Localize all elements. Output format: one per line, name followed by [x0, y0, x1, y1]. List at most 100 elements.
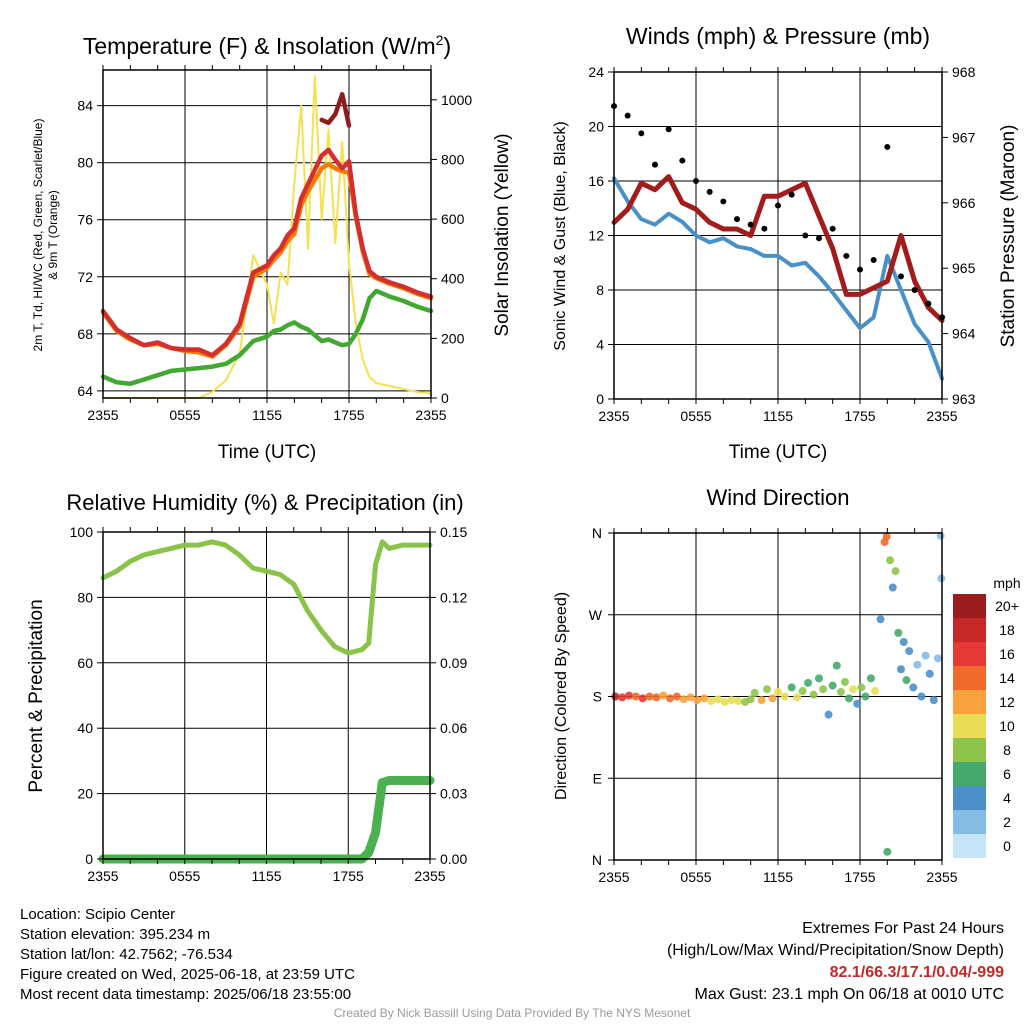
- x-tick-label: 2355: [87, 868, 118, 884]
- direction-point: [746, 695, 755, 704]
- y-tick-label-right: 0: [441, 390, 449, 406]
- direction-point: [638, 694, 647, 703]
- x-tick-label: 1755: [844, 408, 875, 424]
- direction-point: [727, 696, 736, 705]
- credit-line: Created By Nick Bassill Using Data Provi…: [333, 1006, 691, 1020]
- direction-point: [666, 694, 675, 703]
- y-tick-label-right: 200: [441, 330, 465, 346]
- x-tick-label: 0555: [680, 869, 711, 885]
- wind-direction-panel: Wind Direction Direction (Colored By Spe…: [553, 485, 1021, 885]
- x-tick-label: 2355: [926, 869, 957, 885]
- x-tick-label: 2355: [87, 407, 118, 423]
- y-tick-label-left: 60: [77, 655, 93, 671]
- gust-point: [720, 198, 727, 205]
- legend-label: 8: [1003, 742, 1011, 758]
- direction-point: [845, 694, 854, 703]
- direction-point: [899, 638, 908, 646]
- direction-point: [734, 697, 743, 706]
- legend-swatch: [953, 594, 986, 618]
- y-tick-label-right: 963: [952, 391, 976, 407]
- x-tick-label: 2355: [598, 869, 629, 885]
- direction-point: [836, 687, 845, 696]
- direction-point: [861, 692, 870, 701]
- y-tick-label-right: 968: [952, 64, 976, 80]
- y-tick-label-right: 0.12: [440, 589, 467, 605]
- extremes-info: Extremes For Past 24 Hours (High/Low/Max…: [667, 918, 1004, 1006]
- direction-point: [757, 696, 766, 705]
- direction-point: [763, 685, 772, 694]
- y-tick-label-right: 800: [441, 151, 465, 167]
- legend-label: 20+: [995, 598, 1019, 614]
- gust-point: [898, 273, 904, 280]
- legend-swatch: [953, 666, 986, 690]
- gust-point: [638, 130, 645, 137]
- direction-point: [866, 674, 875, 683]
- direction-point: [686, 693, 695, 702]
- y-tick-label-left: 4: [596, 337, 604, 353]
- legend-swatch: [953, 714, 986, 738]
- temperature-title: Temperature (F) & Insolation (W/m2): [83, 32, 451, 59]
- direction-point: [894, 628, 903, 637]
- y-tick-label-left: 80: [77, 589, 93, 605]
- direction-point: [693, 696, 702, 705]
- y-tick-label-right: 966: [952, 195, 976, 211]
- x-tick-label: 2355: [926, 408, 957, 424]
- temperature-series: [100, 75, 434, 399]
- wind-direction-ylabel: Direction (Colored By Speed): [553, 592, 570, 800]
- gust-point: [706, 188, 713, 195]
- x-tick-label: 0555: [169, 868, 200, 884]
- direction-point: [768, 694, 777, 703]
- direction-point: [672, 692, 681, 701]
- direction-point: [853, 699, 862, 708]
- temperature-ylabel-right: Solar Insolation (Yellow): [492, 133, 513, 336]
- gust-point: [761, 225, 768, 232]
- winds-ylabel-right: Station Pressure (Maroon): [998, 125, 1019, 348]
- y-tick-label-left: 24: [588, 64, 604, 80]
- direction-point: [888, 583, 897, 592]
- x-tick-label: 1755: [333, 407, 364, 423]
- y-tick-label-right: 0.00: [440, 851, 467, 867]
- winds-xlabel: Time (UTC): [729, 442, 828, 463]
- humidity-title: Relative Humidity (%) & Precipitation (i…: [66, 490, 463, 515]
- gust-point: [925, 300, 932, 307]
- humidity-grid: [103, 532, 430, 859]
- direction-point: [804, 678, 813, 687]
- direction-point: [933, 654, 942, 663]
- direction-point: [921, 651, 930, 660]
- y-tick-label-left: 16: [588, 173, 604, 189]
- gust-point: [816, 235, 822, 242]
- x-tick-label: 0555: [680, 408, 711, 424]
- y-tick-label-left: N: [592, 852, 602, 868]
- direction-point: [774, 687, 782, 696]
- humidity-ylabel-left: Percent & Precipitation: [26, 599, 47, 792]
- y-tick-label-right: 0.09: [440, 655, 467, 671]
- y-tick-label-left: E: [593, 770, 602, 786]
- legend-label: 18: [999, 622, 1015, 638]
- y-tick-label-left: 12: [588, 228, 604, 244]
- series-line-scarlet: [319, 91, 352, 128]
- y-tick-label-left: 100: [70, 524, 94, 540]
- winds-ticks: 2355 0555 1155 1755 235504812162024963964965…: [588, 64, 975, 424]
- direction-point: [871, 687, 880, 696]
- x-tick-label: 1155: [763, 408, 793, 424]
- humidity-line: [100, 539, 433, 656]
- temperature-panel: Temperature (F) & Insolation (W/m2) Time…: [31, 32, 513, 463]
- direction-point: [840, 677, 849, 686]
- y-tick-label-left: 64: [77, 383, 93, 399]
- y-tick-label-right: 964: [952, 326, 976, 342]
- legend-label: 10: [999, 718, 1015, 734]
- winds-title: Winds (mph) & Pressure (mb): [626, 23, 930, 49]
- direction-point: [631, 692, 640, 701]
- direction-point: [917, 692, 926, 701]
- winds-series: [611, 103, 945, 381]
- wind-direction-title: Wind Direction: [706, 485, 849, 510]
- legend-swatch: [953, 834, 986, 858]
- legend-label: 2: [1003, 814, 1011, 830]
- temperature-grid: [103, 70, 431, 398]
- direction-point: [849, 685, 858, 694]
- direction-point: [909, 683, 918, 692]
- gust-point: [802, 232, 809, 239]
- winds-ylabel-left: Sonic Wind & Gust (Blue, Black): [552, 121, 569, 350]
- temperature-ylabel-left-2: & 9m T (Orange): [46, 190, 60, 280]
